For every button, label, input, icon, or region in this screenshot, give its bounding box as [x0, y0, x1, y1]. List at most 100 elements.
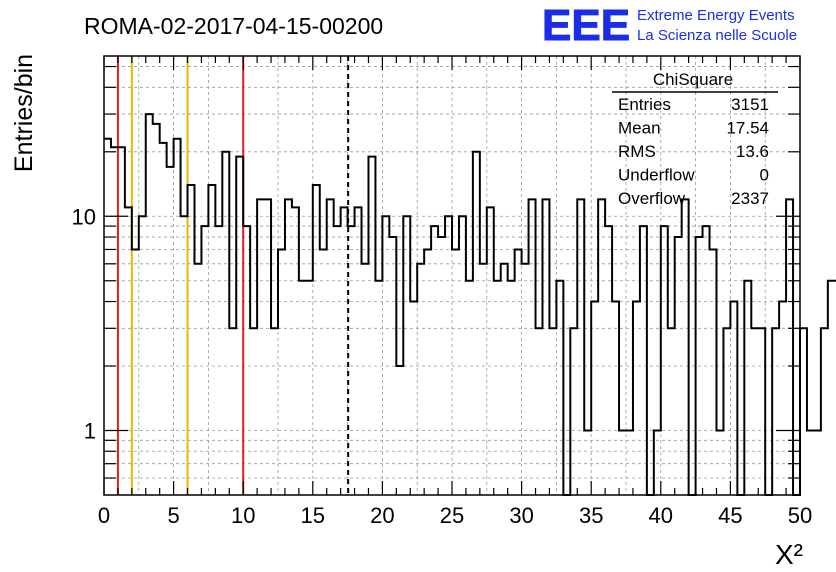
x-tick-label: 5	[167, 503, 179, 528]
histogram-bin	[382, 216, 389, 495]
x-tick-label: 10	[231, 503, 255, 528]
histogram-bin	[153, 124, 160, 495]
stats-label: Entries	[618, 95, 671, 114]
y-axis-label: Entries/bin	[10, 54, 38, 172]
stats-label: RMS	[618, 142, 656, 161]
histogram-bin	[605, 226, 612, 495]
histogram-bin	[160, 143, 167, 495]
histogram-bin	[243, 226, 250, 495]
histogram-bin	[821, 328, 828, 495]
histogram-bin	[716, 431, 723, 495]
x-tick-label: 15	[301, 503, 325, 528]
histogram-bin	[132, 249, 139, 495]
histogram-bin	[459, 216, 466, 495]
histogram-bin	[619, 431, 626, 495]
histogram-bin	[278, 249, 285, 495]
histogram-bin	[320, 249, 327, 495]
chart-title: ROMA-02-2017-04-15-00200	[84, 13, 383, 39]
histogram-bin	[104, 139, 111, 495]
x-tick-label: 25	[440, 503, 464, 528]
histogram-bin	[334, 226, 341, 495]
histogram-bin	[215, 226, 222, 495]
histogram-bin	[814, 431, 821, 495]
histogram-bin	[723, 328, 730, 495]
histogram-bin	[368, 157, 375, 495]
histogram-bin	[577, 199, 584, 495]
x-tick-label: 40	[649, 503, 673, 528]
histogram-bin	[473, 152, 480, 495]
histogram-bin	[438, 237, 445, 495]
histogram-bin	[536, 328, 543, 495]
histogram-bin	[313, 185, 320, 495]
histogram-bin	[181, 216, 188, 495]
histogram-bin	[549, 328, 556, 495]
histogram-bin	[362, 264, 369, 495]
histogram-bin	[403, 216, 410, 495]
histogram-bin	[807, 431, 814, 495]
y-tick-label: 10	[72, 204, 96, 229]
histogram-bin	[779, 302, 786, 495]
histogram-bin	[466, 281, 473, 495]
histogram-bin	[800, 328, 807, 495]
histogram-bin	[480, 264, 487, 495]
histogram-bin	[355, 207, 362, 495]
histogram-outline	[104, 113, 836, 496]
x-tick-label: 50	[788, 503, 812, 528]
histogram-bin	[410, 302, 417, 495]
histogram-bin	[786, 199, 793, 495]
x-tick-label: 20	[370, 503, 394, 528]
histogram-bin	[396, 366, 403, 495]
histogram-bin	[167, 167, 174, 495]
histogram-bin	[529, 199, 536, 495]
histogram-bin	[612, 302, 619, 495]
histogram-bin	[341, 207, 348, 495]
histogram-bin	[431, 226, 438, 495]
histogram-bin	[661, 226, 668, 495]
histogram-bin	[515, 249, 522, 495]
histogram-bin	[598, 199, 605, 495]
histogram-bin	[556, 281, 563, 495]
eee-logo: EEE	[542, 1, 630, 50]
histogram-bin	[542, 199, 549, 495]
histogram-bin	[174, 139, 181, 495]
histogram-bin	[828, 281, 835, 495]
stats-value: 13.6	[736, 142, 769, 161]
histogram-bin	[570, 328, 577, 495]
histogram-bin	[522, 264, 529, 495]
histogram-bin	[654, 431, 661, 495]
histogram-bin	[668, 328, 675, 495]
histogram-bin	[222, 152, 229, 495]
histogram-bin	[188, 185, 195, 495]
histogram-bin	[696, 237, 703, 495]
histogram-bin	[508, 281, 515, 495]
histogram-bin	[591, 302, 598, 495]
histogram-bin	[710, 249, 717, 495]
histogram-bin	[327, 199, 334, 495]
marker-lines	[116, 56, 350, 495]
histogram-bin	[744, 281, 751, 495]
histogram-bin	[452, 249, 459, 495]
histogram-bin	[633, 302, 640, 495]
histogram-bin	[675, 237, 682, 495]
histogram-bin	[292, 207, 299, 495]
histogram-bin	[271, 328, 278, 495]
histogram-bin	[194, 264, 201, 495]
histogram-bin	[111, 147, 118, 495]
stats-value: 3151	[731, 95, 769, 114]
histogram-bin	[640, 226, 647, 495]
histogram-bin	[139, 216, 146, 495]
histogram-bin	[306, 281, 313, 495]
brand-line-1: Extreme Energy Events	[637, 7, 795, 24]
stats-label: Underflow	[618, 166, 695, 185]
histogram-bin	[682, 199, 689, 495]
stats-label: Overflow	[618, 189, 686, 208]
histogram-bin	[201, 226, 208, 495]
x-tick-labels: 0 5 10 15 20 25 30 35 40 45 50	[98, 503, 812, 528]
stats-value: 2337	[731, 189, 769, 208]
stats-label: Mean	[618, 119, 661, 138]
histogram-bin	[146, 114, 153, 495]
histogram-bin	[584, 431, 591, 495]
x-tick-label: 45	[718, 503, 742, 528]
histogram-bin	[730, 302, 737, 495]
